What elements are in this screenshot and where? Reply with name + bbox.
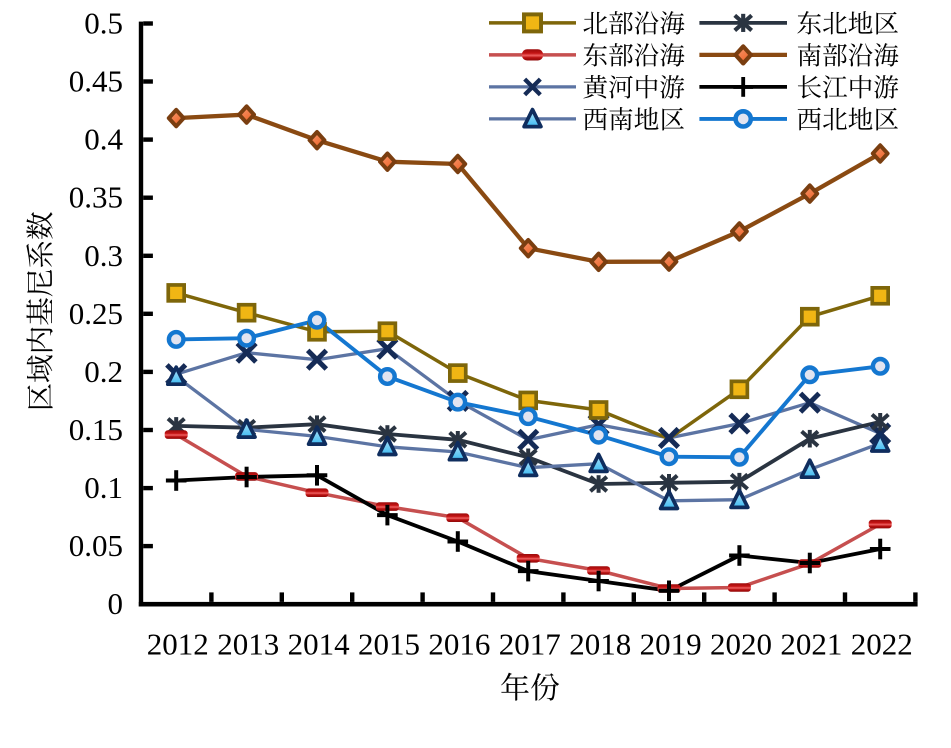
svg-text:0.3: 0.3 (84, 238, 123, 273)
svg-text:0.2: 0.2 (84, 354, 123, 389)
svg-text:0.35: 0.35 (69, 180, 123, 215)
svg-text:0.25: 0.25 (69, 296, 123, 331)
svg-text:2012: 2012 (147, 627, 209, 662)
svg-text:2020: 2020 (710, 627, 772, 662)
svg-text:0.05: 0.05 (69, 528, 123, 563)
svg-text:0: 0 (108, 586, 124, 621)
svg-text:2013: 2013 (217, 627, 279, 662)
svg-text:0.45: 0.45 (69, 64, 123, 99)
svg-text:2017: 2017 (499, 627, 561, 662)
svg-text:2018: 2018 (569, 627, 631, 662)
svg-text:0.4: 0.4 (84, 122, 123, 157)
svg-text:0.5: 0.5 (84, 6, 123, 41)
svg-text:2015: 2015 (358, 627, 420, 662)
svg-text:2019: 2019 (640, 627, 702, 662)
svg-text:2016: 2016 (428, 627, 490, 662)
svg-text:2021: 2021 (780, 627, 842, 662)
svg-text:2022: 2022 (851, 627, 913, 662)
svg-text:2014: 2014 (288, 627, 351, 662)
svg-text:0.15: 0.15 (69, 412, 123, 447)
svg-text:0.1: 0.1 (84, 470, 123, 505)
